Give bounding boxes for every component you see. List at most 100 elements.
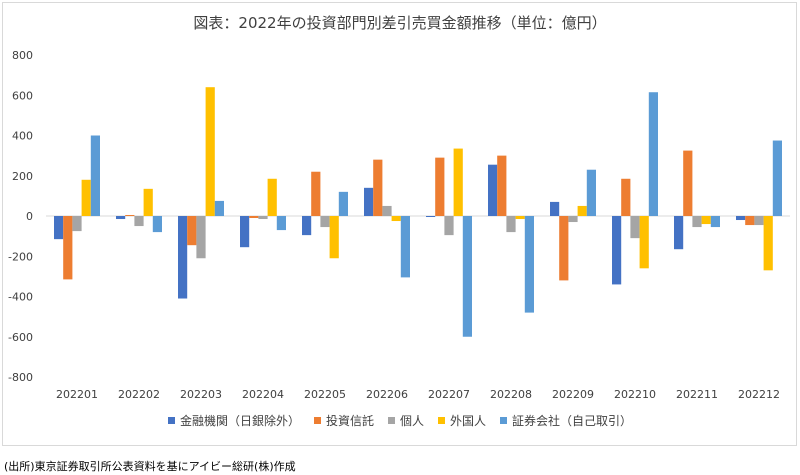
legend-label: 投資信託 bbox=[325, 414, 374, 428]
x-tick-label: 202207 bbox=[428, 388, 470, 401]
bar bbox=[311, 171, 321, 216]
y-tick-label: 400 bbox=[12, 130, 33, 143]
x-tick-label: 202201 bbox=[56, 388, 98, 401]
bar bbox=[745, 216, 755, 226]
bar bbox=[426, 216, 436, 218]
bar bbox=[267, 178, 277, 216]
bar bbox=[462, 216, 472, 337]
y-tick-label: 800 bbox=[12, 49, 33, 62]
y-tick-label: -800 bbox=[8, 371, 33, 384]
legend-swatch bbox=[438, 417, 445, 424]
legend-label: 個人 bbox=[399, 414, 424, 428]
legend-label: 金融機関（日銀除外） bbox=[179, 414, 300, 428]
y-tick-label: 600 bbox=[12, 89, 33, 102]
y-tick-label: -200 bbox=[8, 250, 33, 263]
bar bbox=[488, 164, 498, 216]
bar-layer bbox=[54, 87, 782, 337]
bar bbox=[736, 216, 746, 221]
bar bbox=[214, 200, 224, 216]
bar bbox=[329, 216, 339, 259]
bar bbox=[178, 216, 188, 299]
bar bbox=[320, 216, 330, 228]
bar bbox=[196, 216, 206, 259]
bar bbox=[276, 216, 286, 231]
y-tick-label: 200 bbox=[12, 170, 33, 183]
bar bbox=[763, 216, 773, 271]
legend-item: 証券会社（自己取引） bbox=[500, 412, 632, 429]
bar bbox=[453, 148, 463, 216]
bar bbox=[205, 87, 215, 216]
bar bbox=[152, 216, 162, 233]
bar bbox=[258, 216, 268, 220]
legend-swatch bbox=[500, 417, 508, 424]
bar bbox=[240, 216, 250, 248]
legend-item: 外国人 bbox=[438, 412, 486, 429]
x-tick-label: 202212 bbox=[738, 388, 780, 401]
bar bbox=[134, 216, 144, 227]
bar bbox=[550, 201, 560, 216]
x-tick-label: 202204 bbox=[242, 388, 284, 401]
bar bbox=[772, 140, 782, 216]
bar bbox=[444, 216, 454, 236]
source-note: (出所)東京証券取引所公表資料を基にアイビー総研(株)作成 bbox=[4, 460, 296, 473]
bar bbox=[559, 216, 569, 281]
bar bbox=[621, 178, 631, 216]
bar bbox=[586, 169, 596, 216]
bar bbox=[125, 214, 135, 216]
bar bbox=[701, 216, 711, 225]
bar bbox=[568, 216, 578, 223]
bar bbox=[187, 216, 197, 246]
bar bbox=[683, 150, 693, 216]
bar bbox=[373, 159, 383, 216]
bar bbox=[90, 135, 100, 216]
x-tick-label: 202202 bbox=[118, 388, 160, 401]
chart-title: 図表：2022年の投資部門別差引売買金額推移（単位：億円） bbox=[193, 14, 607, 32]
y-axis: 800 600 400 200 0 -200 -400 -600 -800 bbox=[8, 49, 33, 384]
bar bbox=[754, 216, 764, 226]
bar bbox=[382, 205, 392, 216]
legend-item: 投資信託 bbox=[313, 412, 374, 429]
bar bbox=[612, 216, 622, 285]
legend-swatch bbox=[167, 417, 175, 424]
bar bbox=[710, 216, 720, 228]
x-tick-label: 202205 bbox=[304, 388, 346, 401]
legend-item: 個人 bbox=[387, 412, 424, 429]
bar bbox=[577, 205, 587, 216]
x-tick-label: 202209 bbox=[552, 388, 594, 401]
bar bbox=[116, 216, 126, 220]
bar bbox=[302, 216, 312, 236]
chart-legend: 金融機関（日銀除外） 投資信託 個人 外国人 証券会社（自己取引） bbox=[0, 412, 800, 429]
x-tick-label: 202208 bbox=[490, 388, 532, 401]
bar bbox=[54, 216, 64, 240]
bar bbox=[497, 155, 507, 216]
legend-label: 外国人 bbox=[450, 414, 487, 428]
y-tick-label: 0 bbox=[26, 210, 33, 223]
bar bbox=[524, 216, 534, 313]
bar bbox=[338, 191, 348, 216]
bar bbox=[391, 216, 401, 222]
bar bbox=[72, 216, 82, 232]
x-tick-label: 202211 bbox=[676, 388, 718, 401]
x-tick-label: 202206 bbox=[366, 388, 408, 401]
x-axis: 202201 202202 202203 202204 202205 202206 2022… bbox=[56, 388, 780, 401]
bar bbox=[143, 188, 153, 216]
bar bbox=[506, 216, 516, 233]
bar bbox=[63, 216, 73, 280]
bar bbox=[400, 216, 410, 278]
bar bbox=[81, 179, 91, 216]
x-tick-label: 202210 bbox=[614, 388, 656, 401]
y-tick-label: -400 bbox=[8, 291, 33, 304]
legend-item: 金融機関（日銀除外） bbox=[167, 412, 300, 429]
bar bbox=[249, 216, 259, 219]
bar bbox=[435, 157, 445, 216]
bar bbox=[639, 216, 649, 269]
legend-label: 証券会社（自己取引） bbox=[512, 414, 633, 428]
bar bbox=[648, 92, 658, 216]
legend-swatch bbox=[313, 417, 321, 424]
bar bbox=[630, 216, 640, 239]
bar bbox=[674, 216, 684, 250]
y-tick-label: -600 bbox=[8, 331, 33, 344]
legend-swatch bbox=[387, 417, 395, 424]
bar bbox=[364, 187, 374, 216]
